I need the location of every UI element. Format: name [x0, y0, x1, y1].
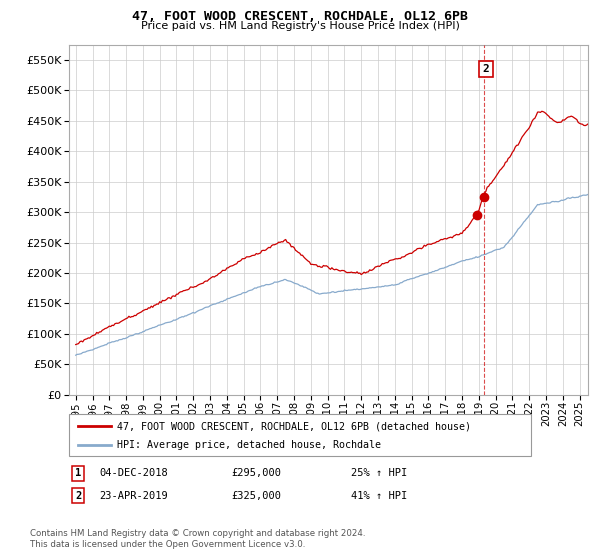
Text: £325,000: £325,000 — [231, 491, 281, 501]
Text: 2: 2 — [482, 64, 489, 74]
Text: 04-DEC-2018: 04-DEC-2018 — [99, 468, 168, 478]
Text: 23-APR-2019: 23-APR-2019 — [99, 491, 168, 501]
Text: 41% ↑ HPI: 41% ↑ HPI — [351, 491, 407, 501]
Text: 47, FOOT WOOD CRESCENT, ROCHDALE, OL12 6PB: 47, FOOT WOOD CRESCENT, ROCHDALE, OL12 6… — [132, 10, 468, 23]
Text: 1: 1 — [75, 468, 81, 478]
Text: 47, FOOT WOOD CRESCENT, ROCHDALE, OL12 6PB (detached house): 47, FOOT WOOD CRESCENT, ROCHDALE, OL12 6… — [117, 421, 471, 431]
Text: HPI: Average price, detached house, Rochdale: HPI: Average price, detached house, Roch… — [117, 440, 381, 450]
Text: Contains HM Land Registry data © Crown copyright and database right 2024.
This d: Contains HM Land Registry data © Crown c… — [30, 529, 365, 549]
Text: 25% ↑ HPI: 25% ↑ HPI — [351, 468, 407, 478]
Text: Price paid vs. HM Land Registry's House Price Index (HPI): Price paid vs. HM Land Registry's House … — [140, 21, 460, 31]
Text: £295,000: £295,000 — [231, 468, 281, 478]
Text: 2: 2 — [75, 491, 81, 501]
